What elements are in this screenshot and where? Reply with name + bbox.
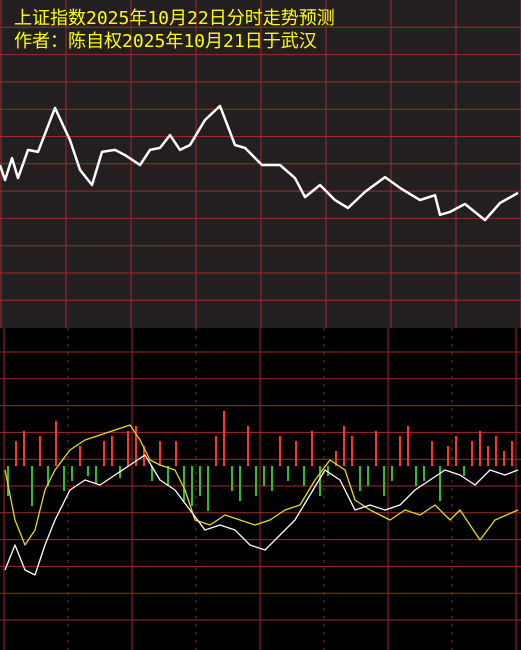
bar	[111, 436, 113, 466]
bar	[303, 466, 305, 486]
bar	[311, 431, 313, 466]
bar	[255, 466, 257, 496]
bar	[167, 466, 169, 486]
bar	[39, 436, 41, 466]
bar	[279, 436, 281, 466]
bar	[103, 441, 105, 466]
bar	[383, 466, 385, 496]
bar	[23, 431, 25, 466]
bar	[487, 446, 489, 466]
bar	[63, 466, 65, 491]
bar	[335, 451, 337, 466]
bar	[287, 466, 289, 481]
bar	[367, 466, 369, 486]
bar	[95, 466, 97, 484]
bar	[135, 426, 137, 466]
bar	[511, 441, 513, 466]
bar	[319, 466, 321, 496]
bar	[343, 426, 345, 466]
bar	[31, 466, 33, 506]
bar	[295, 441, 297, 466]
bar	[391, 466, 393, 481]
bar	[359, 466, 361, 491]
bar	[207, 466, 209, 511]
bar	[247, 426, 249, 466]
bar	[199, 466, 201, 496]
bar	[151, 466, 153, 481]
line	[4, 424, 519, 546]
bar	[191, 466, 193, 506]
bar	[495, 436, 497, 466]
bar	[431, 441, 433, 466]
bar	[471, 441, 473, 466]
bar	[47, 466, 49, 486]
bar	[351, 436, 353, 466]
bar	[439, 466, 441, 501]
bar	[503, 451, 505, 466]
bar	[463, 466, 465, 476]
bar	[87, 466, 89, 476]
bar	[231, 466, 233, 491]
bar	[175, 441, 177, 466]
bar	[455, 436, 457, 466]
bar	[239, 466, 241, 501]
chart-title: 上证指数2025年10月22日分时走势预测	[14, 8, 335, 29]
bar	[223, 411, 225, 466]
bar	[55, 421, 57, 466]
bar	[415, 466, 417, 486]
bar	[15, 441, 17, 466]
bar	[79, 446, 81, 466]
bar	[375, 431, 377, 466]
bar	[407, 426, 409, 466]
bar	[215, 436, 217, 466]
line	[4, 454, 519, 576]
bar	[183, 466, 185, 501]
bar	[327, 466, 329, 476]
bar	[159, 441, 161, 466]
chart-subtitle: 作者：陈自权2025年10月21日于武汉	[14, 31, 317, 52]
line	[0, 104, 519, 222]
bar	[7, 466, 9, 496]
bar	[447, 446, 449, 466]
bar	[71, 466, 73, 481]
bar	[423, 466, 425, 481]
bar	[271, 466, 273, 491]
bar	[399, 436, 401, 466]
bar	[263, 466, 265, 486]
bar	[127, 431, 129, 466]
bar	[479, 431, 481, 466]
